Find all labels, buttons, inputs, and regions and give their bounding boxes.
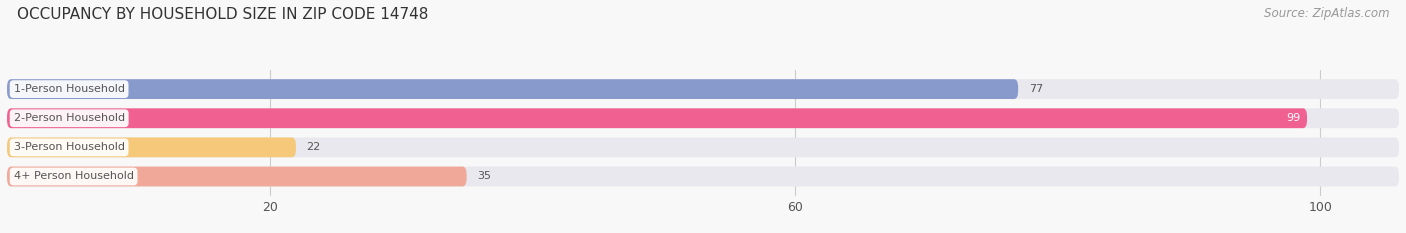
Text: 2-Person Household: 2-Person Household	[14, 113, 125, 123]
Text: 35: 35	[477, 171, 491, 182]
Text: OCCUPANCY BY HOUSEHOLD SIZE IN ZIP CODE 14748: OCCUPANCY BY HOUSEHOLD SIZE IN ZIP CODE …	[17, 7, 429, 22]
FancyBboxPatch shape	[7, 137, 1399, 157]
Text: 77: 77	[1029, 84, 1043, 94]
Text: 22: 22	[307, 142, 321, 152]
FancyBboxPatch shape	[7, 137, 295, 157]
FancyBboxPatch shape	[7, 167, 467, 186]
Text: 4+ Person Household: 4+ Person Household	[14, 171, 134, 182]
FancyBboxPatch shape	[7, 108, 1399, 128]
FancyBboxPatch shape	[7, 167, 1399, 186]
Text: 1-Person Household: 1-Person Household	[14, 84, 125, 94]
Text: Source: ZipAtlas.com: Source: ZipAtlas.com	[1264, 7, 1389, 20]
FancyBboxPatch shape	[7, 79, 1399, 99]
FancyBboxPatch shape	[7, 79, 1018, 99]
Text: 3-Person Household: 3-Person Household	[14, 142, 125, 152]
Text: 99: 99	[1286, 113, 1301, 123]
FancyBboxPatch shape	[7, 108, 1308, 128]
